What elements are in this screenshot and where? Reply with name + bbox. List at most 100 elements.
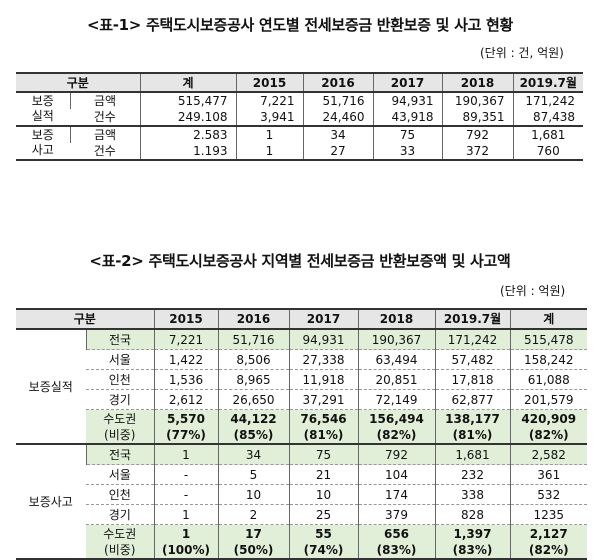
table-row: 서울 - 5 21 104 232 361 xyxy=(16,464,587,485)
table2-header-2018: 2018 xyxy=(357,309,435,330)
cell: 171,242 xyxy=(434,329,510,350)
cell: 792 xyxy=(441,125,513,143)
cell: 760 xyxy=(512,143,583,160)
table1-header-2019: 2019.7월 xyxy=(512,73,583,93)
table1-group-label: 보증 사고 xyxy=(16,125,70,160)
cell: 2 xyxy=(217,504,289,525)
row-label: 경기 xyxy=(86,504,154,525)
cell: (77%) xyxy=(153,427,218,444)
cell: 1,681 xyxy=(434,443,510,465)
cell: 361 xyxy=(509,464,587,485)
cell: (85%) xyxy=(217,427,289,444)
cell: 72,149 xyxy=(357,389,435,410)
table-row: 수도권 5,570 44,122 76,546 156,494 138,177 … xyxy=(16,409,587,427)
table2-group-label: 보증실적 xyxy=(28,379,73,394)
row-label: 인천 xyxy=(86,484,154,505)
row-label: 경기 xyxy=(86,389,154,410)
cell: 94,931 xyxy=(372,92,442,109)
cell: 1 xyxy=(235,143,303,160)
cell: 75 xyxy=(288,443,358,465)
group-label-line: 사고 xyxy=(31,143,54,157)
table-row: 보증 사고 금액 2.583 1 34 75 792 1,681 xyxy=(16,125,583,160)
cell: 338 xyxy=(434,484,510,505)
cell: 190,367 xyxy=(357,329,435,350)
cell: 156,494 xyxy=(357,409,435,427)
table1-unit: (단위 : 건, 억원) xyxy=(480,46,564,60)
table2-unit: (단위 : 억원) xyxy=(500,284,566,298)
cell: 515,477 xyxy=(139,92,236,109)
table1-header-2018: 2018 xyxy=(441,73,513,93)
table-row: 서울 1,422 8,506 27,338 63,494 57,482 158,… xyxy=(16,349,587,370)
cell: 2.583 xyxy=(139,125,236,143)
cell: 2,127 xyxy=(509,524,587,542)
cell: - xyxy=(153,464,218,485)
cell: 532 xyxy=(509,484,587,505)
cell: 8,506 xyxy=(217,349,289,370)
cell: 44,122 xyxy=(217,409,289,427)
cell: 249.108 xyxy=(139,109,236,126)
cell: 7,221 xyxy=(235,92,303,109)
table-row: 보증실적 전국 7,221 51,716 94,931 190,367 171,… xyxy=(16,329,587,394)
cell: 1 xyxy=(153,504,218,525)
cell: 515,478 xyxy=(509,329,587,350)
table1-header-2016: 2016 xyxy=(302,73,373,93)
cell: 1235 xyxy=(509,504,587,525)
cell: 61,088 xyxy=(509,369,587,390)
table-row: (비중) (100%) (50%) (74%) (83%) (83%) (82%… xyxy=(16,542,587,559)
row-label: 금액 xyxy=(69,92,140,109)
table-row: 건수 1.193 1 27 33 372 760 xyxy=(16,143,583,160)
row-label: 서울 xyxy=(86,349,154,370)
table-row: 인천 1,536 8,965 11,918 20,851 17,818 61,0… xyxy=(16,369,587,390)
cell: 37,291 xyxy=(288,389,358,410)
group-label-line: 보증 xyxy=(31,94,54,108)
table2-title: <표-2> 주택도시보증공사 지역별 전세보증금 반환보증액 및 사고액 xyxy=(89,252,511,270)
cell: 34 xyxy=(302,125,373,143)
group-label-line: 보증 xyxy=(31,128,54,142)
table2-group-label: 보증사고 xyxy=(16,443,86,559)
cell: 792 xyxy=(357,443,435,465)
cell: 75 xyxy=(372,125,442,143)
row-label: 전국 xyxy=(85,443,154,465)
table-row: (비중) (77%) (85%) (81%) (82%) (81%) (82%) xyxy=(16,427,587,444)
cell: 828 xyxy=(434,504,510,525)
cell: 63,494 xyxy=(357,349,435,370)
table2-header-category: 구분 xyxy=(16,309,154,330)
cell: 1,681 xyxy=(512,125,583,143)
cell: 27 xyxy=(302,143,373,160)
row-label: (비중) xyxy=(86,542,154,559)
cell: (81%) xyxy=(288,427,358,444)
cell: 87,438 xyxy=(512,109,583,126)
table2-header-2019: 2019.7월 xyxy=(434,309,510,330)
cell: (82%) xyxy=(509,542,587,559)
cell: (74%) xyxy=(288,542,358,559)
cell: 104 xyxy=(357,464,435,485)
cell: 1,397 xyxy=(434,524,510,542)
cell: (82%) xyxy=(357,427,435,444)
cell: 76,546 xyxy=(288,409,358,427)
table2-header-row: 구분 2015 2016 2017 2018 2019.7월 계 xyxy=(16,309,587,330)
cell: 10 xyxy=(288,484,358,505)
cell: 2,612 xyxy=(153,389,218,410)
cell: (50%) xyxy=(217,542,289,559)
cell: 1,536 xyxy=(153,369,218,390)
cell: 51,716 xyxy=(217,329,289,350)
table-row: 건수 249.108 3,941 24,460 43,918 89,351 87… xyxy=(16,109,583,126)
cell: 20,851 xyxy=(357,369,435,390)
cell: 51,716 xyxy=(302,92,373,109)
cell: 57,482 xyxy=(434,349,510,370)
row-label: 전국 xyxy=(85,329,154,350)
row-label: 수도권 xyxy=(86,524,154,542)
cell: 7,221 xyxy=(153,329,218,350)
cell: (100%) xyxy=(153,542,218,559)
cell: 372 xyxy=(441,143,513,160)
cell: 174 xyxy=(357,484,435,505)
table1-header-2017: 2017 xyxy=(372,73,442,93)
table2-header-2016: 2016 xyxy=(217,309,289,330)
row-label: 서울 xyxy=(86,464,154,485)
cell: 3,941 xyxy=(235,109,303,126)
cell: 232 xyxy=(434,464,510,485)
table-row: 경기 1 2 25 379 828 1235 xyxy=(16,504,587,525)
cell: 25 xyxy=(288,504,358,525)
cell: 17 xyxy=(217,524,289,542)
cell: 1,422 xyxy=(153,349,218,370)
